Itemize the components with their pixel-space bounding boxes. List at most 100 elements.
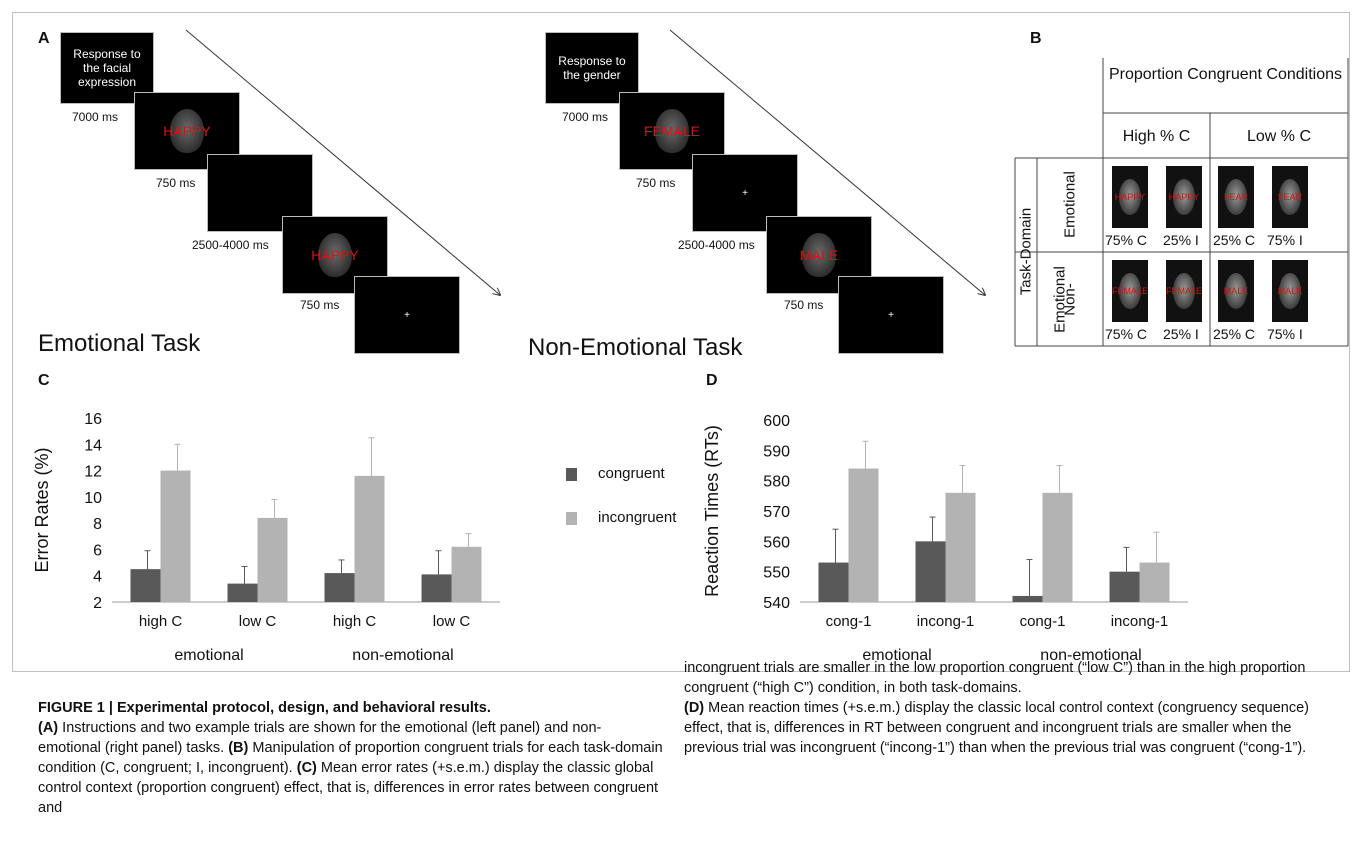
nonemotional-task-title: Non-Emotional Task bbox=[528, 334, 743, 361]
caption-tag-c: (C) bbox=[296, 760, 317, 776]
x-tick-label: low C bbox=[239, 613, 277, 630]
row-emotional: Emotional bbox=[1061, 171, 1079, 238]
bar-incongruent bbox=[945, 492, 976, 602]
panel-label-b: B bbox=[1030, 30, 1042, 47]
reaction-time-chart: 540 550 560 570 580 590 600 Reaction Times (RTs… bbox=[702, 413, 1188, 664]
x-tick-label: cong-1 bbox=[1020, 613, 1066, 630]
error-rate-chart: 2 4 6 8 10 12 14 16 Error Rates (%) high C low C hi… bbox=[32, 411, 500, 664]
face-screen: HAPPY bbox=[134, 92, 240, 170]
bar-incongruent bbox=[354, 475, 385, 602]
x-tick-label: incong-1 bbox=[1111, 613, 1169, 630]
fixation-cross: + bbox=[404, 309, 410, 321]
y-tick-label: 10 bbox=[84, 490, 102, 507]
pct-label: 25% C bbox=[1213, 232, 1256, 248]
bar-incongruent bbox=[160, 470, 191, 602]
panel-label-d: D bbox=[706, 372, 718, 389]
pct-label: 75% I bbox=[1267, 232, 1303, 248]
bar-congruent bbox=[1012, 595, 1043, 602]
y-tick-label: 580 bbox=[763, 474, 790, 491]
bar-incongruent bbox=[257, 517, 288, 602]
y-tick-label: 4 bbox=[93, 569, 102, 586]
legend-label-congruent: congruent bbox=[598, 465, 665, 482]
bar-congruent bbox=[421, 574, 452, 602]
y-tick-label: 8 bbox=[93, 516, 102, 533]
x-tick-label: high C bbox=[333, 613, 377, 630]
stimulus-thumbnail: MALE bbox=[1272, 260, 1308, 322]
instruction-text-emotional: Response to the facial expression bbox=[73, 47, 141, 89]
group-label: emotional bbox=[862, 647, 931, 664]
group-label: non-emotional bbox=[352, 647, 453, 664]
stimulus-word: FEMALE bbox=[643, 123, 700, 139]
x-tick-label: cong-1 bbox=[826, 613, 872, 630]
duration-label: 2500-4000 ms bbox=[678, 238, 755, 252]
y-tick-label: 6 bbox=[93, 542, 102, 559]
stimulus-thumbnail: FEAR bbox=[1218, 166, 1254, 228]
group-label: emotional bbox=[174, 647, 243, 664]
design-header: Proportion Congruent Conditions bbox=[1108, 66, 1343, 83]
fixation-screen: + bbox=[692, 154, 798, 232]
emotional-task-title: Emotional Task bbox=[38, 330, 201, 357]
pct-label: 25% I bbox=[1163, 232, 1199, 248]
caption-tag-a: (A) bbox=[38, 720, 59, 736]
duration-label: 750 ms bbox=[784, 298, 824, 312]
bar-incongruent bbox=[1042, 492, 1073, 602]
bar-congruent bbox=[324, 573, 355, 602]
pct-label: 25% I bbox=[1163, 326, 1199, 342]
pct-label: 75% I bbox=[1267, 326, 1303, 342]
y-tick-label: 600 bbox=[763, 413, 790, 430]
instruction-text-nonemotional: Response to the gender bbox=[558, 54, 626, 82]
pct-label: 75% C bbox=[1105, 326, 1148, 342]
panel-label-c: C bbox=[38, 372, 50, 389]
caption-text-a: Instructions and two example trials are … bbox=[38, 720, 602, 756]
stimulus-word: HAPPY bbox=[163, 123, 211, 139]
y-tick-label: 590 bbox=[763, 443, 790, 460]
bar-congruent bbox=[227, 583, 258, 602]
fixation-screen: + bbox=[354, 276, 460, 354]
caption-left: FIGURE 1 | Experimental protocol, design… bbox=[38, 698, 663, 818]
face-image bbox=[170, 109, 204, 153]
bar-congruent bbox=[130, 569, 161, 602]
y-tick-label: 570 bbox=[763, 504, 790, 521]
duration-label: 750 ms bbox=[636, 176, 676, 190]
y-tick-label: 12 bbox=[84, 464, 102, 481]
legend-swatch-incongruent bbox=[566, 512, 577, 525]
group-label: non-emotional bbox=[1040, 647, 1141, 664]
row-group-label: Task-Domain bbox=[1017, 207, 1035, 296]
col-high: High % C bbox=[1122, 128, 1191, 145]
duration-label: 7000 ms bbox=[72, 110, 119, 124]
legend-swatch-congruent bbox=[566, 468, 577, 481]
duration-label: 750 ms bbox=[156, 176, 196, 190]
caption-text-c-continued: incongruent trials are smaller in the lo… bbox=[684, 660, 1306, 696]
caption-tag-d: (D) bbox=[684, 700, 705, 716]
legend-label-incongruent: incongruent bbox=[598, 509, 677, 526]
face-image bbox=[318, 233, 352, 277]
x-tick-label: high C bbox=[139, 613, 183, 630]
bar-incongruent bbox=[451, 546, 482, 602]
stimulus-thumbnail: FEMALE bbox=[1112, 260, 1148, 322]
fixation-cross: + bbox=[742, 187, 748, 199]
caption-tag-b: (B) bbox=[228, 740, 249, 756]
duration-label: 2500-4000 ms bbox=[192, 238, 269, 252]
bar-congruent bbox=[915, 541, 946, 602]
pct-label: 75% C bbox=[1105, 232, 1148, 248]
blank-screen bbox=[207, 154, 313, 232]
y-tick-label: 16 bbox=[84, 411, 102, 428]
stimulus-thumbnail: MALE bbox=[1218, 260, 1254, 322]
pct-label: 25% C bbox=[1213, 326, 1256, 342]
y-tick-label: 2 bbox=[93, 595, 102, 612]
caption-title: FIGURE 1 | Experimental protocol, design… bbox=[38, 700, 491, 716]
x-tick-label: low C bbox=[433, 613, 471, 630]
stimulus-word: HAPPY bbox=[311, 247, 359, 263]
col-low: Low % C bbox=[1246, 128, 1312, 145]
fixation-cross: + bbox=[888, 309, 894, 321]
face-screen: HAPPY bbox=[282, 216, 388, 294]
face-image bbox=[655, 109, 689, 153]
y-tick-label: 540 bbox=[763, 595, 790, 612]
stimulus-thumbnail: FEMALE bbox=[1166, 260, 1202, 322]
y-tick-label: 560 bbox=[763, 534, 790, 551]
duration-label: 750 ms bbox=[300, 298, 340, 312]
y-axis-label: Reaction Times (RTs) bbox=[702, 425, 722, 597]
row-nonemotional-2: Emotional bbox=[1051, 266, 1069, 333]
